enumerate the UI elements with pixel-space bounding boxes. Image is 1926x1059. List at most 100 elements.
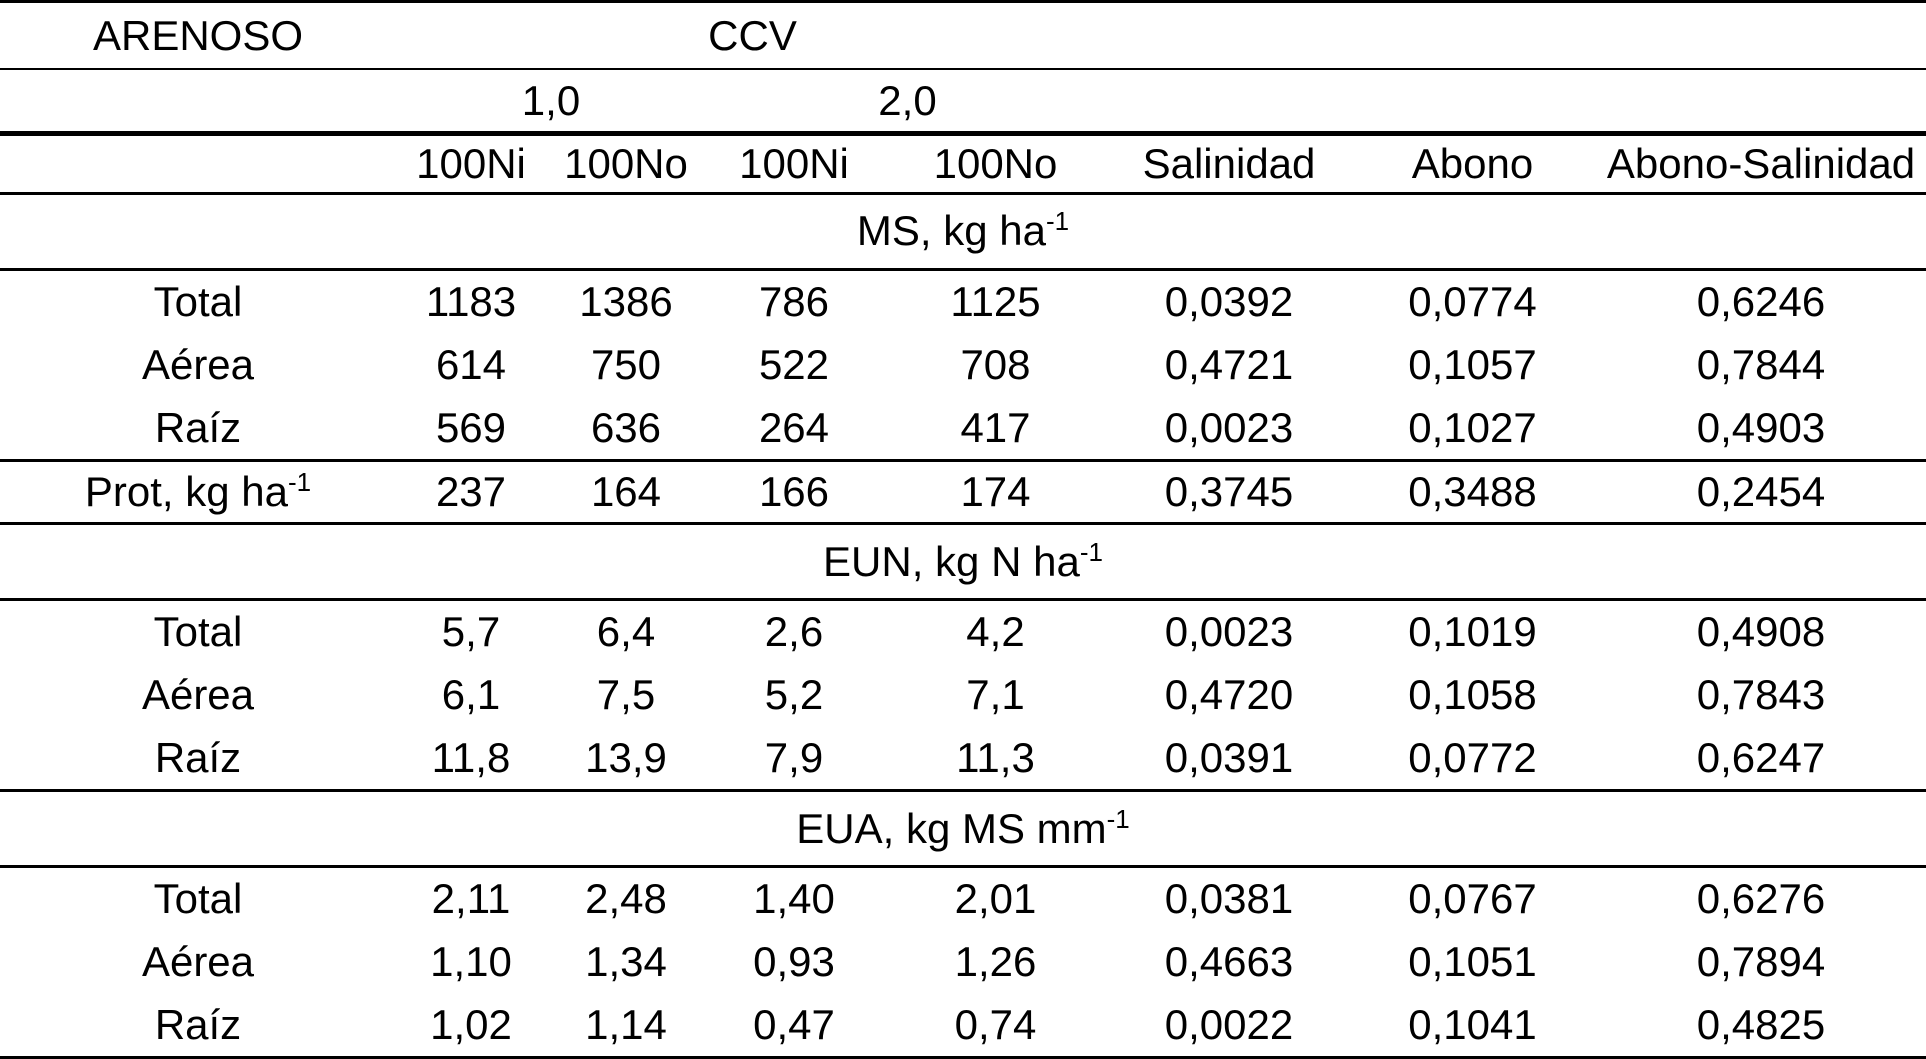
data-cell: 614 [435,340,507,388]
row-label: Raíz [0,396,396,462]
data-cell: 6,1 [441,671,501,719]
column-header-abono: Abono [1349,133,1596,195]
row-label: Total [153,608,243,656]
data-cell: 0,0023 [1164,608,1294,656]
section-title-text: MS, kg ha [856,207,1046,255]
section-header-row: MS, kg ha-1 [0,193,1926,271]
data-cell: 6,4 [596,608,656,656]
data-cell: 0,74 [882,993,1109,1059]
table-row: Total 5,7 6,4 2,6 4,2 0,0023 0,1019 0,49… [0,600,1926,664]
data-cell: 1386 [579,277,673,325]
table-row: Total 1183 1386 786 1125 0,0392 0,0774 0… [0,269,1926,333]
data-cell: 5,2 [764,671,824,719]
table-row: ARENOSO CCV [0,1,1926,71]
row-label-text: Prot, kg ha [84,468,288,515]
data-cell: 0,4908 [1696,608,1826,656]
data-cell: 0,4903 [1596,396,1926,462]
row-label-superscript: -1 [287,467,312,497]
data-cell: 417 [882,396,1109,462]
data-cell: 174 [882,460,1109,526]
data-cell: 264 [706,396,882,462]
data-cell: 750 [590,340,662,388]
table-row: 1,0 2,0 [0,69,1926,137]
data-cell: 0,0392 [1164,277,1294,325]
row-label: Total [153,277,243,325]
section-title-text: EUN, kg N ha [823,537,1080,585]
column-header-100no-2: 100No [882,133,1109,195]
section-title-superscript: -1 [1079,536,1103,567]
column-header-100ni-1: 100Ni [396,133,546,195]
table-row: Raíz 11,8 13,9 7,9 11,3 0,0391 0,0772 0,… [0,727,1926,793]
data-cell: 13,9 [546,727,706,793]
data-cell: 0,0767 [1408,875,1537,923]
row-label: Total [153,875,243,923]
data-cell: 0,4720 [1164,671,1294,719]
data-cell: 237 [396,460,546,526]
row-label: Aérea [141,671,255,719]
section-header-row: EUN, kg N ha-1 [0,523,1926,602]
data-cell: 0,4721 [1164,340,1294,388]
data-cell: 708 [960,340,1031,388]
data-cell: 0,2454 [1596,460,1926,526]
data-cell: 786 [758,277,830,325]
data-cell: 0,0381 [1164,875,1294,923]
data-cell: 1,14 [546,993,706,1059]
column-header-100ni-2: 100Ni [706,133,882,195]
data-cell: 11,3 [882,727,1109,793]
ccv-level-1: 1,0 [396,69,706,137]
data-cell: 164 [546,460,706,526]
row-label: Raíz [0,727,396,793]
section-title-eua: EUA, kg MS mm-1 [0,790,1926,869]
data-cell: 1125 [950,277,1041,325]
data-cell: 0,4663 [1164,938,1294,985]
data-cell: 0,0772 [1349,727,1596,793]
data-cell: 0,3745 [1109,460,1349,526]
data-cell: 4,2 [966,608,1025,656]
data-cell: 1,34 [585,938,667,985]
column-header-salinidad: Salinidad [1109,133,1349,195]
data-cell: 1,40 [753,875,835,923]
data-cell: 0,0391 [1109,727,1349,793]
corner-label: ARENOSO [0,1,396,71]
data-cell: 5,7 [441,608,501,656]
data-cell: 0,4825 [1596,993,1926,1059]
data-cell: 0,0023 [1109,396,1349,462]
data-cell: 0,47 [706,993,882,1059]
row-label: Aérea [141,938,255,985]
data-cell: 0,7894 [1696,938,1826,985]
data-cell: 569 [396,396,546,462]
data-cell: 0,3488 [1349,460,1596,526]
data-cell: 0,1051 [1408,938,1537,985]
section-header-row: EUA, kg MS mm-1 [0,790,1926,869]
empty-cell [1109,69,1926,137]
data-cell: 2,01 [954,875,1037,923]
data-cell: 1183 [425,277,517,325]
data-cell: 1,02 [396,993,546,1059]
column-header-abono-salinidad: Abono-Salinidad [1596,133,1926,195]
section-title-text: EUA, kg MS mm [796,804,1107,852]
data-cell: 7,9 [706,727,882,793]
data-cell: 7,5 [596,671,656,719]
table-row: Aérea 1,10 1,34 0,93 1,26 0,4663 0,1051 … [0,930,1926,994]
empty-cell [0,133,396,195]
data-cell: 0,7844 [1696,340,1826,388]
section-title-superscript: -1 [1045,206,1070,237]
data-cell: 2,48 [585,875,667,923]
data-cell: 7,1 [966,671,1025,719]
table-row: Raíz 569 636 264 417 0,0023 0,1027 0,490… [0,396,1926,462]
data-cell: 0,1041 [1349,993,1596,1059]
empty-cell [0,69,396,137]
data-cell: 0,0022 [1109,993,1349,1059]
data-cell: 0,7843 [1696,671,1826,719]
row-label-prot: Prot, kg ha-1 [0,460,396,526]
ccv-level-2: 2,0 [706,69,1109,137]
data-cell: 0,6247 [1596,727,1926,793]
data-cell: 0,6246 [1696,277,1826,325]
table-header-row: 100Ni 100No 100Ni 100No Salinidad Abono … [0,133,1926,195]
section-title-ms: MS, kg ha-1 [0,193,1926,271]
data-cell: 522 [758,340,830,388]
data-cell: 1,26 [954,938,1037,985]
data-cell: 11,8 [396,727,546,793]
